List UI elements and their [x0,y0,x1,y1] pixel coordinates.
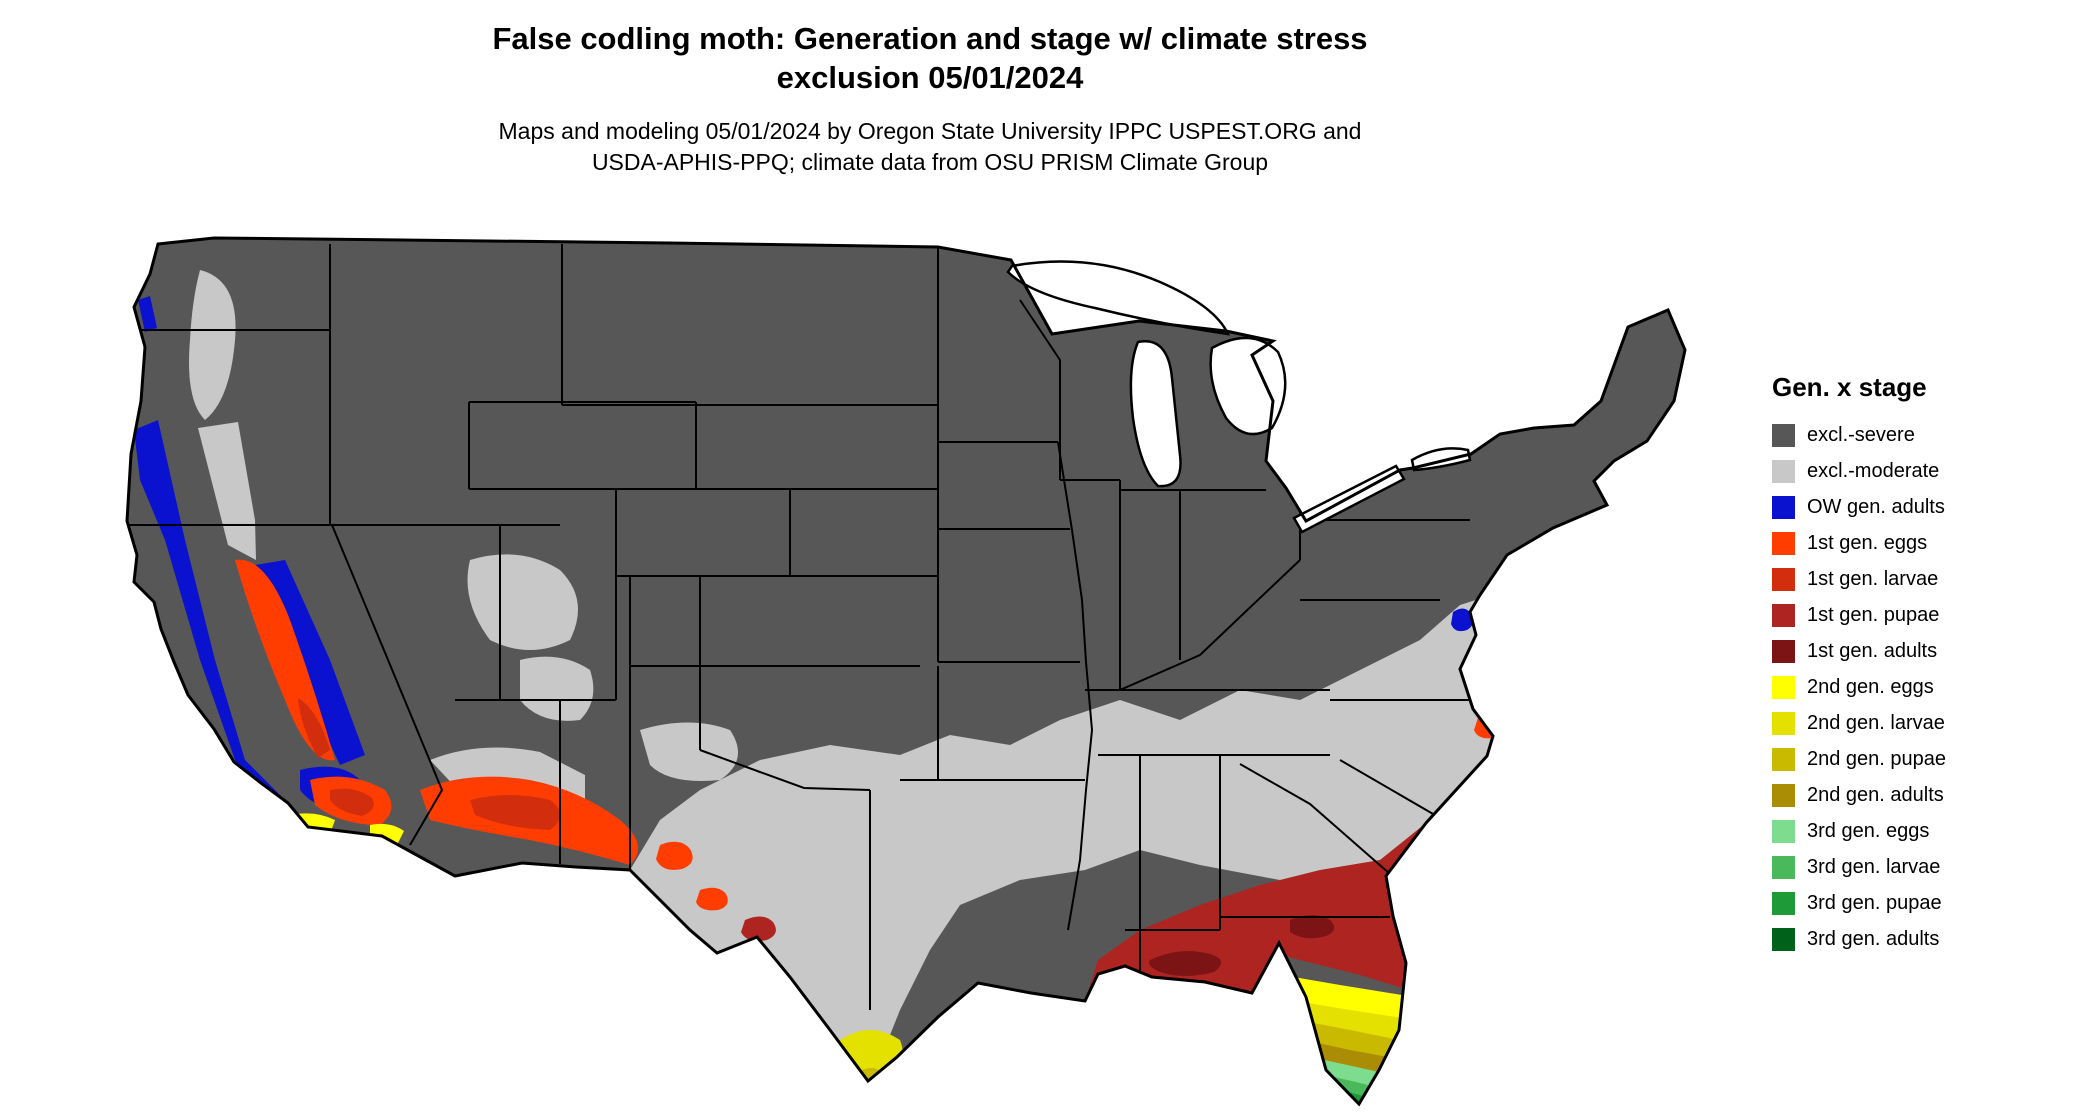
legend-label: 3rd gen. larvae [1807,855,1941,878]
region-g2-adults [1305,1040,1394,1076]
legend-label: 3rd gen. adults [1807,927,1940,950]
legend-label: 1st gen. adults [1807,639,1938,662]
legend-label: 3rd gen. eggs [1807,819,1930,842]
legend-item: 1st gen. pupae [1772,597,2072,633]
legend-item: 3rd gen. adults [1772,921,2072,957]
legend-swatch-excl-severe [1772,423,1795,447]
lake-superior [1006,260,1231,336]
legend-label: 3rd gen. pupae [1807,891,1942,914]
legend-item: 3rd gen. eggs [1772,813,2072,849]
region-g1-larvae [298,698,560,830]
legend-swatch-g2-eggs [1772,675,1795,699]
legend-swatch-g1-pupae [1772,603,1795,627]
legend-label: OW gen. adults [1807,495,1945,518]
legend: Gen. x stage excl.-severe excl.-moderate… [1772,372,2072,957]
us-outline [125,236,1687,1107]
legend-swatch-g3-adults [1772,927,1795,951]
legend-item: 2nd gen. larvae [1772,705,2072,741]
legend-label: 2nd gen. pupae [1807,747,1947,770]
lake-huron [1209,336,1287,436]
region-g3-adults [1336,1104,1362,1113]
legend-label: 2nd gen. eggs [1807,675,1934,698]
region-g3-eggs [1315,1058,1388,1090]
legend-label: 1st gen. pupae [1807,603,1940,626]
legend-swatch-g2-larvae [1772,711,1795,735]
legend-item: 2nd gen. eggs [1772,669,2072,705]
region-g1-adults [1149,915,1335,976]
legend-title: Gen. x stage [1772,372,1927,402]
legend-swatch-g1-larvae [1772,567,1795,591]
legend-swatch-g3-larvae [1772,855,1795,879]
legend-label: excl.-severe [1807,423,1915,446]
legend-label: 2nd gen. larvae [1807,711,1945,734]
legend-swatch-g1-eggs [1772,531,1795,555]
legend-item: 3rd gen. larvae [1772,849,2072,885]
region-g2-pupae [858,1020,1399,1090]
state-borders [128,244,1470,1010]
map-title-line2: exclusion 05/01/2024 [776,59,1084,95]
header: False codling moth: Generation and stage… [0,20,1860,178]
legend-item: excl.-moderate [1772,453,2072,489]
legend-swatch-g1-adults [1772,639,1795,663]
legend-swatch-ow-adults [1772,495,1795,519]
legend-swatch-excl-moderate [1772,459,1795,483]
lake-michigan [1129,340,1182,488]
legend-swatch-g3-pupae [1772,891,1795,915]
legend-item: 2nd gen. adults [1772,777,2072,813]
legend-label: 1st gen. eggs [1807,531,1928,554]
legend-label: excl.-moderate [1807,459,1940,482]
legend-item: OW gen. adults [1772,489,2072,525]
subtitle-line1: Maps and modeling 05/01/2024 by Oregon S… [498,117,1362,144]
legend-swatch-g2-adults [1772,783,1795,807]
legend-item: 1st gen. eggs [1772,525,2072,561]
legend-item: 2nd gen. pupae [1772,741,2072,777]
legend-label: 2nd gen. adults [1807,783,1944,806]
legend-item: 3rd gen. pupae [1772,885,2072,921]
map-title-line1: False codling moth: Generation and stage… [492,21,1368,56]
legend-item: 1st gen. adults [1772,633,2072,669]
subtitle-line2: USDA-APHIS-PPQ; climate data from OSU PR… [591,148,1269,175]
legend-item: 1st gen. larvae [1772,561,2072,597]
legend-item: excl.-severe [1772,417,2072,453]
legend-swatch-g2-pupae [1772,747,1795,771]
legend-label: 1st gen. larvae [1807,567,1939,590]
subtitle: Maps and modeling 05/01/2024 by Oregon S… [0,116,1860,178]
legend-swatch-g3-eggs [1772,819,1795,843]
